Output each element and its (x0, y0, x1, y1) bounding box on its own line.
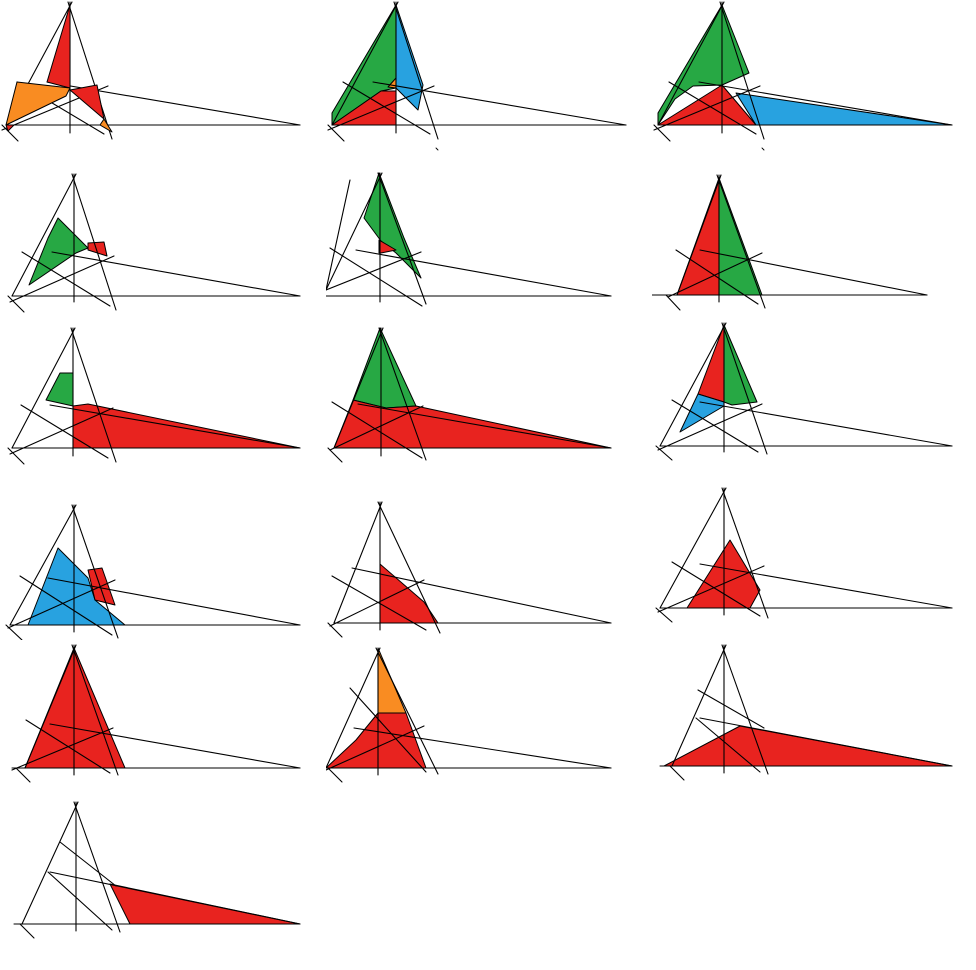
colored-regions (363, 172, 422, 279)
scaffold-lines (655, 322, 953, 461)
colored-regions (5, 4, 113, 133)
region-right-half-green (718, 177, 763, 296)
panel-11[interactable] (326, 480, 652, 640)
scaffold-lines (7, 327, 301, 465)
region-lower-left-blue (679, 393, 725, 433)
panel-1[interactable] (0, 0, 326, 160)
region-large-blue (27, 547, 126, 626)
scaffold-lines (11, 644, 301, 783)
scaffold-lines (326, 647, 612, 783)
region-tall-green (363, 172, 422, 279)
region-small-red (378, 239, 397, 254)
region-base-left-sliver (5, 124, 15, 132)
panel-6[interactable] (652, 160, 976, 320)
panel-15[interactable] (652, 640, 976, 800)
scaffold-lines (5, 504, 301, 640)
colored-regions (331, 4, 424, 126)
scaffold-lines (659, 644, 953, 781)
region-far-right-blue (735, 92, 953, 126)
panel-9[interactable] (652, 320, 976, 480)
scaffold-lines (7, 173, 301, 313)
region-wide-flat-red (663, 725, 953, 767)
panel-13[interactable] (0, 640, 326, 800)
panel-2[interactable] (326, 0, 652, 160)
colored-regions (27, 547, 126, 626)
region-center-red (87, 241, 108, 257)
region-upper-green (657, 4, 750, 126)
scaffold-lines (1, 1, 301, 142)
panel-5[interactable] (326, 160, 652, 320)
region-full-triangle-red (24, 647, 126, 769)
region-upper-left-red (46, 4, 71, 89)
region-lower-red (326, 712, 427, 769)
panel-3[interactable] (652, 0, 976, 160)
panel-14[interactable] (326, 640, 652, 800)
region-base-right-sliver (99, 118, 113, 133)
region-upper-right-green (723, 324, 758, 406)
region-upper-green (352, 327, 417, 409)
scaffold-lines (327, 1, 627, 151)
colored-regions (663, 725, 953, 767)
region-upper-left-red (697, 324, 725, 403)
scaffold-lines (326, 172, 612, 307)
scaffold-lines (13, 801, 301, 939)
colored-regions (28, 217, 108, 286)
panel-12[interactable] (652, 480, 976, 640)
region-right-lobe-red (379, 563, 439, 624)
region-center-right-red (69, 84, 105, 120)
panel-8[interactable] (326, 320, 652, 480)
region-upper-left-green (45, 372, 74, 407)
colored-regions (657, 4, 953, 126)
region-left-orange (5, 81, 71, 126)
panel-4[interactable] (0, 160, 326, 320)
scaffold-lines (655, 487, 953, 623)
panel-7[interactable] (0, 320, 326, 480)
scaffold-lines (327, 501, 612, 638)
colored-regions (379, 563, 439, 624)
panel-10[interactable] (0, 480, 326, 640)
colored-regions (679, 324, 758, 433)
region-left-green (28, 217, 89, 286)
scaffold-lines (327, 327, 612, 463)
colored-regions (24, 647, 126, 769)
scaffold-lines (653, 1, 953, 151)
colored-regions (326, 647, 427, 769)
panel-16[interactable] (0, 800, 326, 960)
scaffold-lines (652, 174, 928, 311)
